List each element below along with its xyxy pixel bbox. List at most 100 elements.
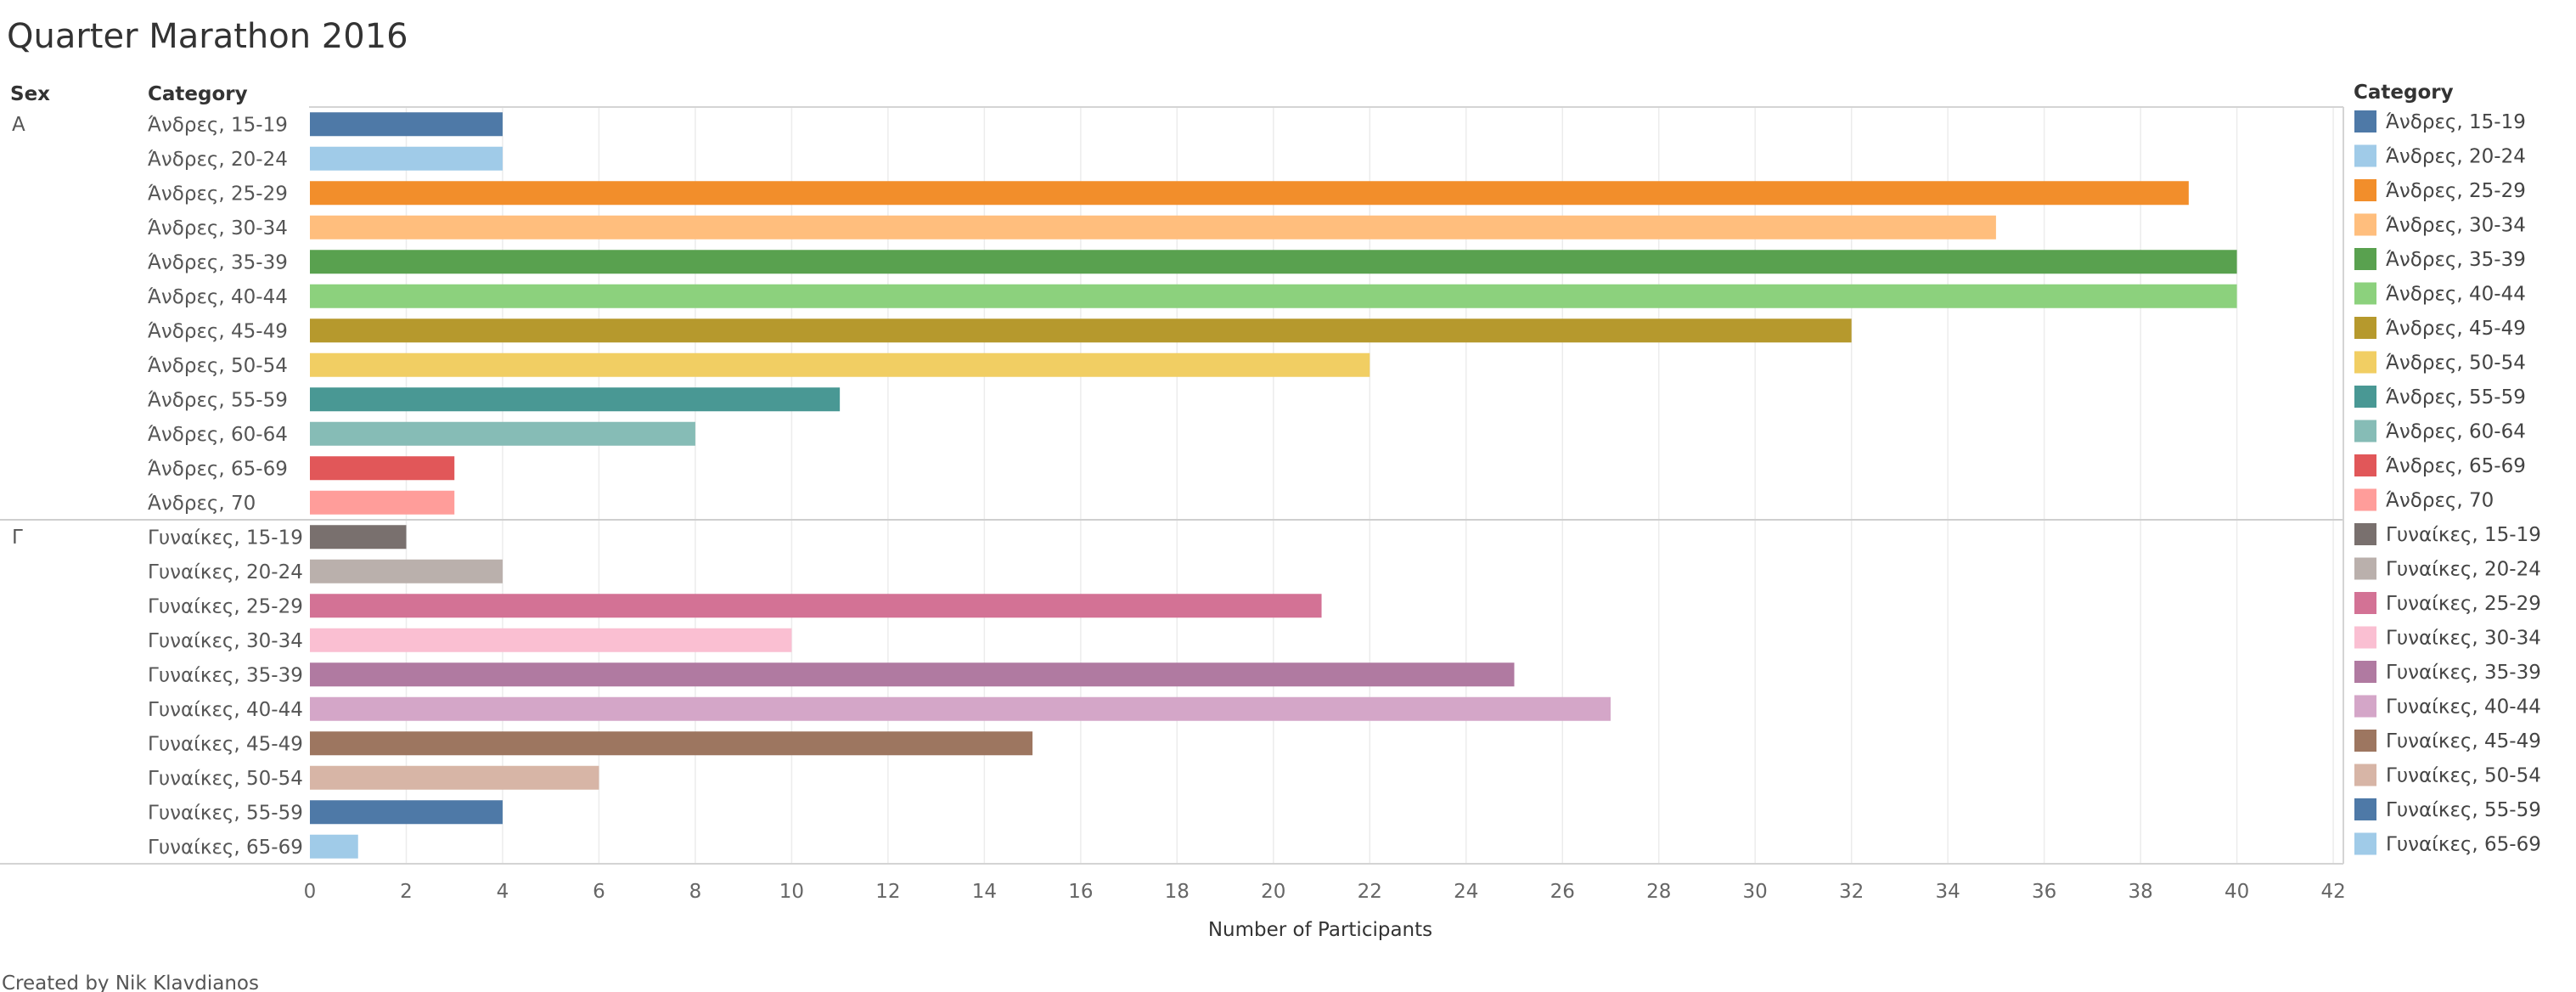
bar <box>310 421 695 446</box>
legend-label: Άνδρες, 20-24 <box>2386 146 2526 168</box>
legend-swatch <box>2354 454 2376 476</box>
x-tick-label: 12 <box>875 881 900 903</box>
x-tick-label: 42 <box>2320 881 2345 903</box>
legend-label: Γυναίκες, 20-24 <box>2386 559 2541 581</box>
sex-label: Γ <box>12 527 23 549</box>
credit-text: Created by Nik Klavdianos <box>2 972 259 992</box>
legend-swatch <box>2354 557 2376 580</box>
legend-swatch <box>2354 248 2376 270</box>
legend-label: Γυναίκες, 40-44 <box>2386 696 2541 719</box>
legend-label: Γυναίκες, 55-59 <box>2386 799 2541 821</box>
bar <box>310 284 2237 308</box>
bar <box>310 181 2189 206</box>
x-tick-label: 20 <box>1261 881 1285 903</box>
category-label: Άνδρες, 35-39 <box>148 251 288 273</box>
legend-label: Άνδρες, 55-59 <box>2386 386 2526 409</box>
legend-label: Άνδρες, 35-39 <box>2386 249 2526 271</box>
legend-label: Άνδρες, 25-29 <box>2386 180 2526 202</box>
category-label: Γυναίκες, 25-29 <box>148 595 303 617</box>
legend-label: Άνδρες, 15-19 <box>2386 111 2526 133</box>
bar <box>310 731 1033 756</box>
bar <box>310 800 503 825</box>
x-tick-label: 28 <box>1646 881 1671 903</box>
legend-label: Γυναίκες, 30-34 <box>2386 628 2541 650</box>
legend-label: Γυναίκες, 45-49 <box>2386 730 2541 752</box>
x-tick-label: 22 <box>1358 881 1382 903</box>
legend-swatch <box>2354 420 2376 442</box>
legend-swatch <box>2354 488 2376 511</box>
x-tick-label: 38 <box>2128 881 2152 903</box>
legend-swatch <box>2354 661 2376 683</box>
legend-label: Γυναίκες, 25-29 <box>2386 593 2541 615</box>
x-tick-label: 26 <box>1550 881 1575 903</box>
legend-swatch <box>2354 110 2376 132</box>
legend-label: Άνδρες, 70 <box>2386 490 2494 512</box>
category-label: Άνδρες, 30-34 <box>148 217 288 240</box>
legend-swatch <box>2354 144 2376 167</box>
bar <box>310 696 1611 721</box>
x-tick-label: 2 <box>400 881 413 903</box>
legend-swatch <box>2354 179 2376 201</box>
category-label: Γυναίκες, 65-69 <box>148 837 303 859</box>
category-label: Άνδρες, 65-69 <box>148 458 288 480</box>
bar <box>310 250 2237 274</box>
bar <box>310 662 1515 687</box>
legend-swatch <box>2354 730 2376 752</box>
legend-swatch <box>2354 386 2376 408</box>
x-tick-label: 8 <box>689 881 702 903</box>
legend: Άνδρες, 15-19 Άνδρες, 20-24 Άνδρες, 25-29 Ά… <box>2354 110 2541 856</box>
category-label: Άνδρες, 55-59 <box>148 389 288 411</box>
bar <box>310 146 503 171</box>
chart-frame <box>0 106 2344 865</box>
x-tick-label: 34 <box>1936 881 1960 903</box>
x-tick-label: 30 <box>1743 881 1768 903</box>
bar <box>310 594 1322 618</box>
category-label: Άνδρες, 70 <box>148 493 256 515</box>
x-tick-label: 4 <box>497 881 509 903</box>
legend-label: Άνδρες, 40-44 <box>2386 284 2526 306</box>
row-labels: Α Άνδρες, 15-19 Άνδρες, 20-24 Άνδρες, 25-29… <box>12 114 303 859</box>
legend-swatch <box>2354 832 2376 855</box>
bar <box>310 628 792 652</box>
bar <box>310 834 358 859</box>
legend-label: Γυναίκες, 35-39 <box>2386 662 2541 684</box>
chart-title: Quarter Marathon 2016 <box>7 17 408 56</box>
legend-swatch <box>2354 764 2376 786</box>
legend-label: Άνδρες, 45-49 <box>2386 318 2526 340</box>
x-tick-label: 18 <box>1165 881 1190 903</box>
category-label: Γυναίκες, 15-19 <box>148 527 303 549</box>
sex-header: Sex <box>10 83 50 105</box>
bars <box>310 112 2237 859</box>
legend-label: Άνδρες, 60-64 <box>2386 421 2526 443</box>
x-tick-label: 32 <box>1839 881 1864 903</box>
bar <box>310 387 841 412</box>
category-label: Γυναίκες, 30-34 <box>148 630 303 652</box>
legend-swatch <box>2354 213 2376 236</box>
category-label: Άνδρες, 50-54 <box>148 355 288 377</box>
legend-swatch <box>2354 351 2376 374</box>
category-label: Γυναίκες, 50-54 <box>148 768 303 790</box>
legend-swatch <box>2354 592 2376 614</box>
x-tick-label: 10 <box>779 881 804 903</box>
bar <box>310 525 407 550</box>
category-label: Άνδρες, 45-49 <box>148 320 288 342</box>
category-label: Γυναίκες, 45-49 <box>148 733 303 755</box>
legend-label: Άνδρες, 65-69 <box>2386 455 2526 477</box>
category-label: Άνδρες, 40-44 <box>148 286 288 308</box>
legend-swatch <box>2354 317 2376 339</box>
bar <box>310 559 503 583</box>
legend-label: Γυναίκες, 15-19 <box>2386 524 2541 546</box>
category-label: Γυναίκες, 40-44 <box>148 699 303 721</box>
bar <box>310 765 599 790</box>
legend-label: Άνδρες, 30-34 <box>2386 215 2526 237</box>
bar <box>310 318 1852 343</box>
category-label: Γυναίκες, 55-59 <box>148 802 303 824</box>
legend-label: Γυναίκες, 50-54 <box>2386 765 2541 787</box>
legend-swatch <box>2354 282 2376 305</box>
x-tick-label: 6 <box>593 881 605 903</box>
bar <box>310 352 1370 377</box>
category-label: Γυναίκες, 35-39 <box>148 664 303 686</box>
bar <box>310 112 503 137</box>
legend-swatch <box>2354 695 2376 718</box>
